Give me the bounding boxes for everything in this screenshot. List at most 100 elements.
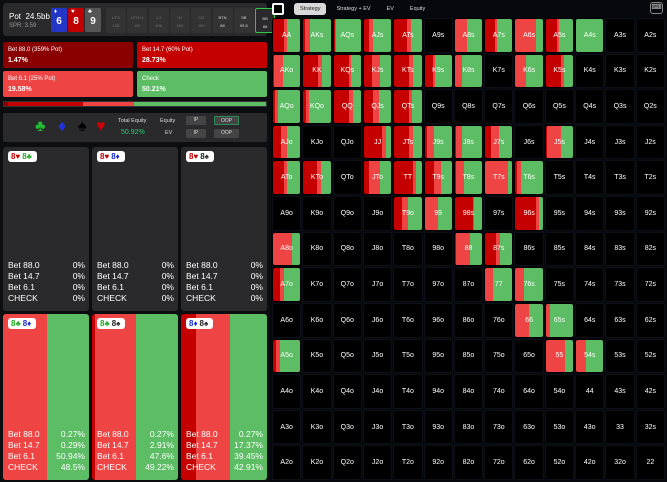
hand-cell[interactable]: 75o [484,338,514,374]
combo-panel[interactable]: 8♥ 8♠ Bet 88.0 0% Bet 14.7 0% Bet 6.1 0% CHECK 0% [181,147,267,311]
hand-cell[interactable]: K5s [544,53,575,89]
seat-sb[interactable]: SB 99.5 [233,8,254,33]
combo-panel[interactable]: 8♦ 8♠ Bet 88.0 0.27% Bet 14.7 17.37% Bet 6.1 39… [181,314,267,480]
hand-cell[interactable]: 65s [544,302,575,338]
hand-cell[interactable]: T2o [393,445,423,480]
hand-cell[interactable]: 63s [605,302,635,338]
hand-cell[interactable]: A2o [272,445,302,480]
hand-cell[interactable]: QQ [332,89,362,124]
hand-cell[interactable]: Q3o [332,409,362,445]
hand-cell[interactable]: Q9s [423,89,453,124]
hand-cell[interactable]: K2o [302,445,332,480]
seat-hj[interactable]: HJ 100 [169,8,190,33]
hand-cell[interactable]: K3o [302,409,332,445]
combo-panel[interactable]: 8♥ 8♣ Bet 88.0 0% Bet 14.7 0% Bet 6.1 0% CHECK 0% [3,147,89,311]
hand-cell[interactable]: A4s [575,18,605,53]
hand-cell[interactable]: K5o [302,338,332,374]
hand-cell[interactable]: T6s [514,160,544,196]
hand-cell[interactable]: QTs [393,89,423,124]
hand-cell[interactable]: T3s [605,160,635,196]
hand-cell[interactable]: A6s [514,18,544,53]
hand-cell[interactable]: Q8s [453,89,484,124]
spade-filter-icon[interactable]: ♠ [78,118,87,135]
hand-cell[interactable]: T9o [393,196,423,231]
hand-cell[interactable]: TT [393,160,423,196]
hand-cell[interactable]: 95s [544,196,575,231]
hand-cell[interactable]: 32s [635,409,665,445]
hand-cell[interactable]: K6o [302,302,332,338]
hand-cell[interactable]: K2s [635,53,665,89]
hand-cell[interactable]: 87o [453,267,484,302]
hand-cell[interactable]: KQo [302,89,332,124]
hand-cell[interactable]: 54o [544,374,575,409]
hand-cell[interactable]: K3s [605,53,635,89]
hand-cell[interactable]: 62s [635,302,665,338]
hand-cell[interactable]: 84s [575,231,605,267]
hand-cell[interactable]: J2s [635,124,665,160]
hand-cell[interactable]: 97o [423,267,453,302]
hand-cell[interactable]: AQs [332,18,362,53]
seat-co[interactable]: CO 100 [191,8,212,33]
hand-cell[interactable]: 93o [423,409,453,445]
seat-lj[interactable]: LJ 100 [148,8,169,33]
hand-cell[interactable]: KTs [393,53,423,89]
hand-cell[interactable]: 92o [423,445,453,480]
hand-cell[interactable]: K4s [575,53,605,89]
hand-cell[interactable]: J3o [362,409,393,445]
hand-cell[interactable]: T7s [484,160,514,196]
hand-cell[interactable]: 93s [605,196,635,231]
hand-cell[interactable]: T4s [575,160,605,196]
hand-cell[interactable]: T7o [393,267,423,302]
hand-cell[interactable]: K9o [302,196,332,231]
hand-cell[interactable]: 52o [544,445,575,480]
hand-cell[interactable]: T5o [393,338,423,374]
hand-cell[interactable]: 96o [423,302,453,338]
hand-cell[interactable]: KK [302,53,332,89]
hand-cell[interactable]: A3s [605,18,635,53]
hand-cell[interactable]: K7s [484,53,514,89]
hand-cell[interactable]: 82o [453,445,484,480]
hand-cell[interactable]: 44 [575,374,605,409]
seat-utg-plus-1[interactable]: UTG+1 100 [127,8,148,33]
hand-cell[interactable]: Q8o [332,231,362,267]
hand-cell[interactable]: J8s [453,124,484,160]
hand-cell[interactable]: A7o [272,267,302,302]
hand-cell[interactable]: 92s [635,196,665,231]
hand-cell[interactable]: Q9o [332,196,362,231]
hand-cell[interactable]: T8o [393,231,423,267]
hand-cell[interactable]: 95o [423,338,453,374]
hand-cell[interactable]: JTs [393,124,423,160]
hand-cell[interactable]: 32o [605,445,635,480]
hand-cell[interactable]: T3o [393,409,423,445]
hand-cell[interactable]: AQo [272,89,302,124]
hand-cell[interactable]: J4o [362,374,393,409]
hand-cell[interactable]: A2s [635,18,665,53]
hand-cell[interactable]: 42s [635,374,665,409]
hand-cell[interactable]: 53s [605,338,635,374]
hand-cell[interactable]: AJo [272,124,302,160]
hand-cell[interactable]: J4s [575,124,605,160]
hand-cell[interactable]: 99 [423,196,453,231]
action-bet-14-7[interactable]: Bet 14.7 (60% Pot) 28.73% [137,42,267,68]
hand-cell[interactable]: Q5s [544,89,575,124]
hand-cell[interactable]: Q4o [332,374,362,409]
hand-cell[interactable]: 98s [453,196,484,231]
hand-cell[interactable]: T6o [393,302,423,338]
hand-cell[interactable]: 98o [423,231,453,267]
hand-cell[interactable]: QJs [362,89,393,124]
hand-cell[interactable]: AJs [362,18,393,53]
select-all-checkbox[interactable] [272,2,284,15]
hand-cell[interactable]: 64o [514,374,544,409]
hand-cell[interactable]: 72o [484,445,514,480]
hand-cell[interactable]: A8s [453,18,484,53]
hand-cell[interactable]: Q6s [514,89,544,124]
hand-cell[interactable]: 86s [514,231,544,267]
ev-oop-button[interactable]: OOP [214,129,239,138]
hand-cell[interactable]: 42o [575,445,605,480]
hand-cell[interactable]: 33 [605,409,635,445]
hand-cell[interactable]: J8o [362,231,393,267]
tab-equity[interactable]: Equity [409,5,426,12]
hand-cell[interactable]: A5s [544,18,575,53]
hand-cell[interactable]: Q6o [332,302,362,338]
hand-cell[interactable]: JTo [362,160,393,196]
